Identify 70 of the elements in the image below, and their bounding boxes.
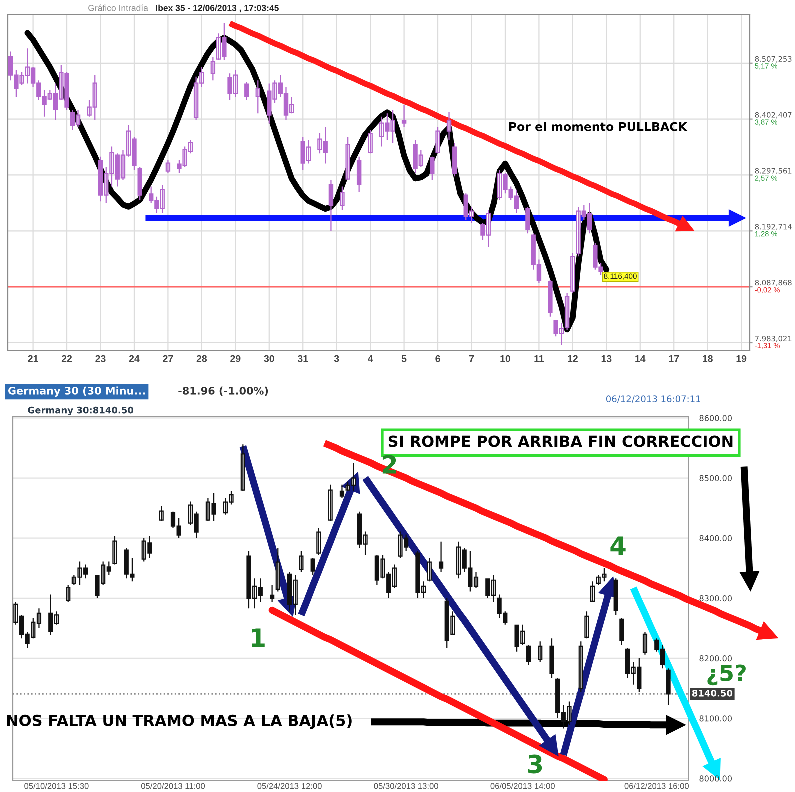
y-tick-label: 8100.00 — [700, 716, 732, 722]
candlestick — [270, 584, 275, 603]
x-tick-label: 05/10/2013 15:30 — [24, 783, 89, 790]
x-tick-label: 24 — [129, 355, 140, 362]
text: -81.96 (-1.00%) — [178, 386, 268, 396]
x-tick-label: 6 — [436, 355, 440, 362]
x-tick-label: 13 — [602, 355, 612, 362]
candlestick — [538, 641, 543, 663]
candlestick — [620, 618, 624, 646]
candlestick — [159, 506, 164, 522]
y-tick-label: 8600.00 — [700, 415, 732, 422]
x-tick-label: 10 — [500, 355, 510, 362]
text: 06/12/2013 16:07:11 — [606, 396, 700, 404]
chart-title: Germany 30 (30 Minu... — [8, 386, 146, 397]
x-tick-label: 14 — [636, 356, 646, 362]
x-tick-label: 21 — [28, 355, 38, 362]
x-tick-label: 05/24/2013 12:00 — [258, 783, 322, 790]
candlestick — [666, 668, 671, 706]
chart-subtitle: Gráfico Intradía — [88, 4, 148, 12]
annotation: SI ROMPE POR ARRIBA FIN CORRECCION — [388, 436, 733, 448]
candlestick — [584, 611, 590, 640]
y-tick-label: 8000.00 — [700, 776, 732, 782]
x-tick-label: 06/05/2013 14:00 — [490, 783, 555, 790]
candlestick — [526, 644, 531, 666]
x-tick-label: 30 — [264, 355, 274, 362]
candlestick — [276, 548, 280, 592]
x-tick-label: 12 — [568, 355, 578, 362]
candlestick — [316, 528, 322, 556]
x-tick-label: 19 — [736, 355, 747, 362]
annotation: 4 — [610, 536, 626, 555]
chart-subtitle: Germany 30:8140.50 — [28, 406, 134, 416]
y-tick-label: 8200.00 — [700, 656, 732, 662]
x-tick-label: 31 — [298, 355, 308, 362]
candlestick — [438, 541, 444, 573]
annotation: 1 — [252, 628, 265, 648]
candlestick — [642, 631, 648, 656]
x-tick-label: 06/12/2013 16:00 — [624, 783, 690, 790]
x-tick-label: 7 — [469, 356, 474, 362]
candlestick — [112, 536, 118, 566]
candlestick — [310, 558, 316, 576]
x-tick-label: 27 — [163, 355, 174, 362]
x-tick-label: 23 — [96, 355, 106, 362]
annotation: Por el momento PULLBACK — [509, 122, 688, 132]
candlestick — [299, 550, 304, 573]
ref-line-label: 8140.50 — [692, 690, 733, 697]
x-tick-label: 5 — [402, 356, 407, 362]
x-tick-label: 11 — [534, 356, 544, 362]
candlestick — [340, 484, 345, 499]
candlestick — [240, 444, 246, 492]
y-tick-label: 8400.00 — [700, 535, 732, 542]
x-tick-label: 18 — [703, 355, 713, 362]
annotation: 3 — [528, 754, 542, 774]
x-tick-label: 4 — [368, 356, 374, 362]
candlestick — [550, 638, 554, 679]
candlestick — [328, 484, 333, 522]
candlestick — [66, 584, 71, 603]
annotation: ¿5? — [708, 664, 746, 686]
x-tick-label: 29 — [230, 355, 241, 362]
y-tick-label: 8500.00 — [700, 475, 732, 482]
x-tick-label: 17 — [669, 356, 680, 362]
x-tick-label: 05/20/2013 11:00 — [141, 783, 206, 790]
y-tick-label: 8300.00 — [700, 595, 732, 602]
annotation: NOS FALTA UN TRAMO MAS A LA BAJA(5) — [7, 714, 352, 730]
candlestick — [427, 558, 432, 582]
chart-title: Ibex 35 - 12/06/2013 , 17:03:45 — [156, 4, 279, 13]
x-tick-label: 22 — [62, 355, 72, 362]
x-tick-label: 3 — [334, 355, 340, 362]
candlestick — [590, 581, 596, 603]
x-tick-label: 28 — [196, 355, 208, 362]
x-tick-label: 05/30/2013 13:00 — [374, 783, 438, 790]
